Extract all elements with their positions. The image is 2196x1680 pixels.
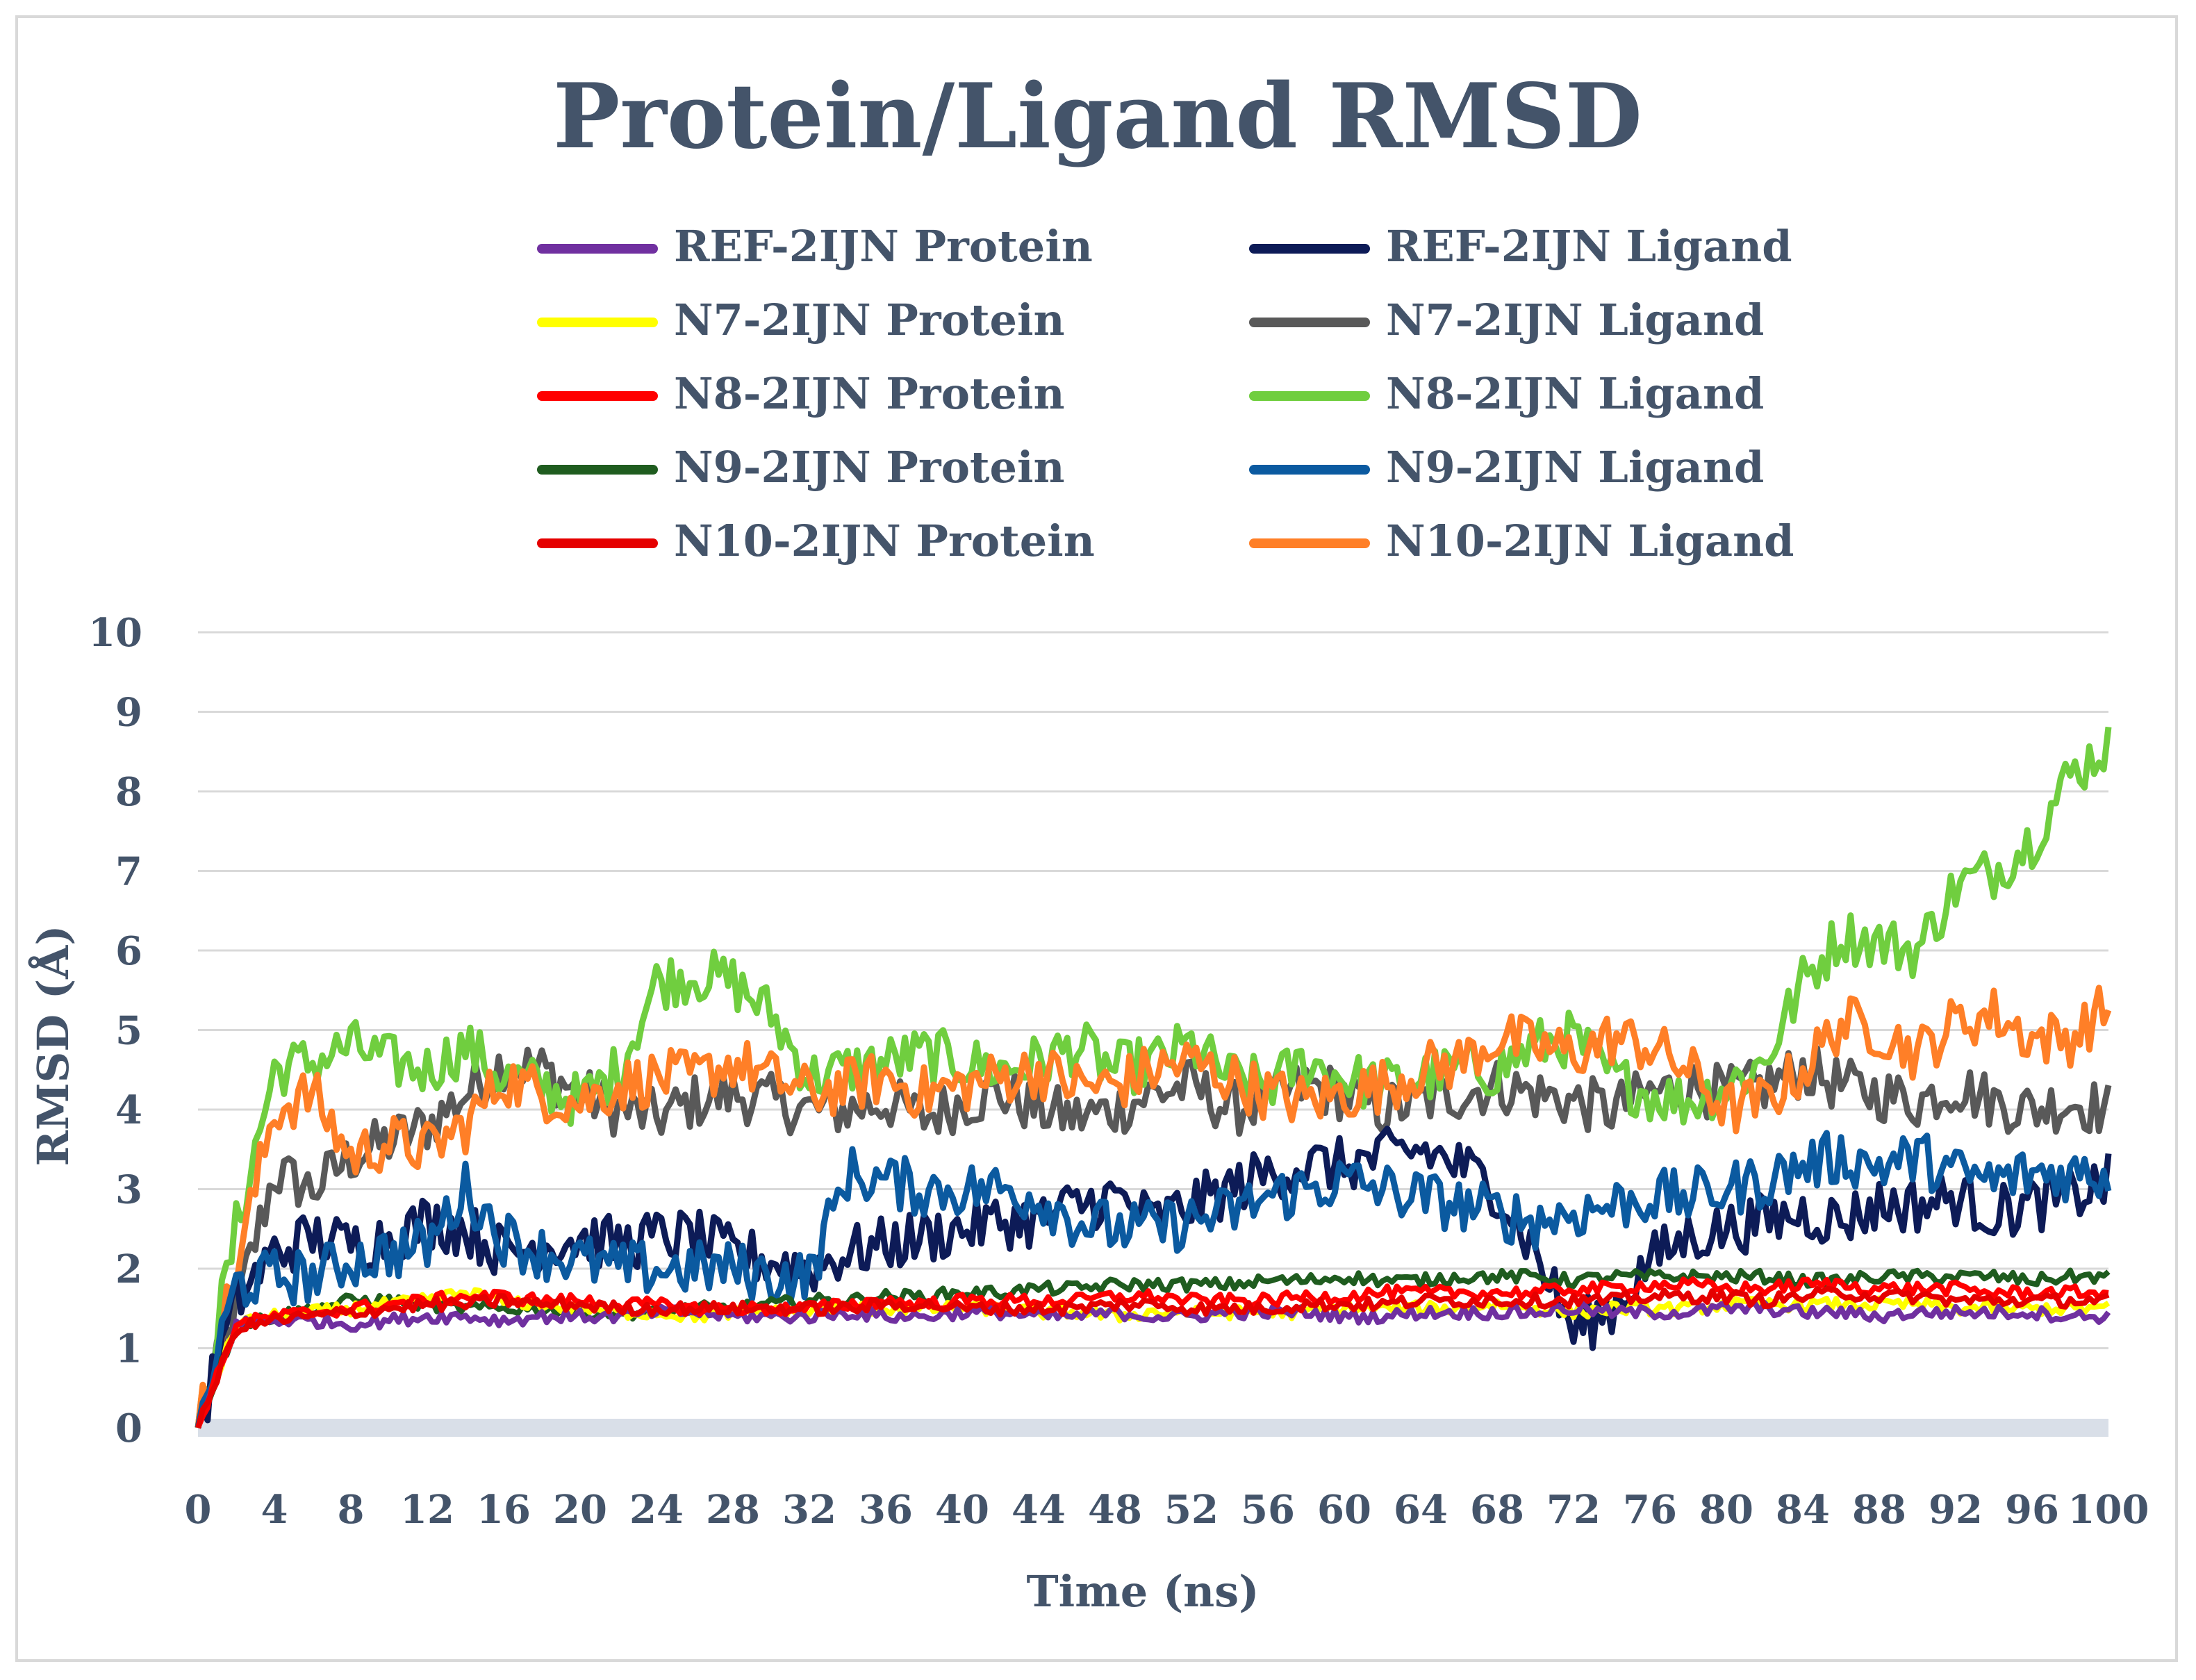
legend-label: REF-2IJN Protein (674, 221, 1093, 272)
y-axis-title: RMSD (Å) (28, 925, 79, 1166)
x-tick-label: 68 (1470, 1487, 1524, 1533)
chart-frame (15, 15, 2178, 1662)
x-tick-label: 4 (261, 1487, 288, 1533)
gridlines (198, 631, 2108, 1349)
legend-label: N7-2IJN Protein (674, 295, 1065, 345)
x-tick-label: 88 (1852, 1487, 1906, 1533)
x-tick-label: 24 (629, 1487, 684, 1533)
x-axis-title: Time (ns) (1027, 1566, 1260, 1617)
legend-label: REF-2IJN Ligand (1386, 221, 1792, 272)
x-tick-label: 96 (2005, 1487, 2059, 1533)
y-tick-label: 5 (115, 1008, 142, 1054)
x-tick-label: 44 (1012, 1487, 1066, 1533)
x-tick-label: 56 (1241, 1487, 1295, 1533)
legend-label: N10-2IJN Ligand (1386, 516, 1794, 566)
legend-label: N9-2IJN Ligand (1386, 442, 1764, 493)
legend-label: N7-2IJN Ligand (1386, 295, 1764, 345)
legend-label: N10-2IJN Protein (674, 516, 1095, 566)
series-lines (195, 726, 2112, 1429)
y-tick-label: 7 (115, 849, 142, 895)
x-tick-label: 52 (1164, 1487, 1219, 1533)
x-tick-label: 76 (1623, 1487, 1677, 1533)
legend-label: N8-2IJN Ligand (1386, 368, 1764, 419)
series-line-n9-2ijn-protein (195, 1267, 2111, 1429)
y-tick-label: 3 (115, 1167, 142, 1213)
y-tick-label: 1 (115, 1326, 142, 1372)
y-tick-label: 2 (115, 1246, 142, 1292)
series-line-n10-2ijn-protein (195, 1285, 2110, 1429)
y-tick-label: 9 (115, 690, 142, 736)
x-tick-label: 40 (935, 1487, 989, 1533)
x-tick-label: 48 (1088, 1487, 1142, 1533)
series-line-n10-2ijn-ligand (195, 985, 2112, 1428)
y-tick-label: 4 (115, 1087, 142, 1133)
x-tick-label: 92 (1929, 1487, 1983, 1533)
x-axis-ticks: 0 4 8 12 16 20 24 28 32 36 40 44 48 52 56 60 64 68 72 76 80 8… (185, 1487, 2149, 1533)
x-tick-label: 72 (1546, 1487, 1601, 1533)
x-tick-label: 12 (400, 1487, 454, 1533)
series-line-ref-2ijn-protein (195, 1300, 2111, 1429)
y-tick-label: 6 (115, 928, 142, 974)
x-tick-label: 100 (2068, 1487, 2149, 1533)
x-tick-label: 32 (782, 1487, 836, 1533)
x-tick-label: 84 (1776, 1487, 1830, 1533)
x-tick-label: 36 (859, 1487, 913, 1533)
chart-title: Protein/Ligand RMSD (553, 65, 1642, 169)
x-tick-label: 8 (338, 1487, 365, 1533)
legend-label: N9-2IJN Protein (674, 442, 1065, 493)
x-tick-label: 60 (1317, 1487, 1371, 1533)
y-tick-label: 10 (88, 610, 142, 656)
y-axis-ticks: 0 1 2 3 4 5 6 7 8 9 10 (88, 610, 142, 1451)
legend-label: N8-2IJN Protein (674, 368, 1065, 419)
x-tick-label: 64 (1394, 1487, 1448, 1533)
x-tick-label: 28 (706, 1487, 760, 1533)
x-tick-label: 16 (477, 1487, 531, 1533)
x-tick-label: 80 (1699, 1487, 1753, 1533)
x-tick-label: 0 (185, 1487, 212, 1533)
legend: REF-2IJN Protein REF-2IJN Ligand N7-2IJN P… (537, 221, 1794, 566)
series-line-n9-2ijn-ligand (195, 1130, 2112, 1428)
y-tick-label: 0 (115, 1406, 142, 1451)
y-tick-label: 8 (115, 769, 142, 815)
x-tick-label: 20 (553, 1487, 607, 1533)
